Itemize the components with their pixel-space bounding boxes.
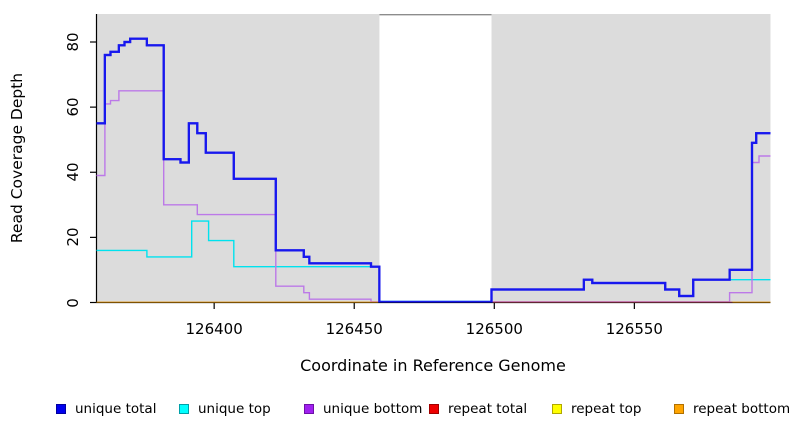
plot-background xyxy=(96,13,771,303)
x-axis-title: Coordinate in Reference Genome xyxy=(300,356,566,375)
legend-item-repeat-bottom: repeat bottom xyxy=(674,401,790,417)
covered-region xyxy=(96,14,380,303)
legend-label: unique bottom xyxy=(323,401,423,417)
legend-label: repeat total xyxy=(448,401,528,417)
x-tick-label: 126450 xyxy=(325,320,383,338)
legend-label: repeat bottom xyxy=(693,401,791,417)
unique-total-swatch-icon xyxy=(56,404,66,414)
covered-region xyxy=(491,14,771,303)
legend-item-unique-bottom: unique bottom xyxy=(304,401,422,417)
y-tick-label: 80 xyxy=(64,32,82,52)
y-tick-label: 20 xyxy=(64,227,82,247)
series-unique-total-top xyxy=(96,37,771,303)
legend-item-unique-total: unique total xyxy=(56,401,156,417)
legend: unique total unique top unique bottom re… xyxy=(0,398,792,424)
legend-item-repeat-total: repeat total xyxy=(429,401,527,417)
y-tick-label: 0 xyxy=(64,297,82,308)
y-tick-label: 60 xyxy=(64,97,82,117)
legend-item-repeat-top: repeat top xyxy=(552,401,641,417)
unique-bottom-swatch-icon xyxy=(304,404,314,414)
x-tick-label: 126400 xyxy=(185,320,243,338)
legend-item-unique-top: unique top xyxy=(179,401,271,417)
y-tick-label: 40 xyxy=(64,162,82,182)
repeat-top-swatch-icon xyxy=(552,404,562,414)
legend-label: repeat top xyxy=(571,401,642,417)
repeat-bottom-swatch-icon xyxy=(674,404,684,414)
x-tick-label: 126550 xyxy=(605,320,663,338)
unique-top-swatch-icon xyxy=(179,404,189,414)
repeat-total-swatch-icon xyxy=(429,404,439,414)
legend-label: unique total xyxy=(75,401,157,417)
series-lines xyxy=(96,37,771,303)
x-tick-label: 126500 xyxy=(465,320,523,338)
legend-label: unique top xyxy=(198,401,271,417)
series-unique-bottom xyxy=(96,90,771,303)
y-axis-title: Read Coverage Depth xyxy=(8,72,26,244)
